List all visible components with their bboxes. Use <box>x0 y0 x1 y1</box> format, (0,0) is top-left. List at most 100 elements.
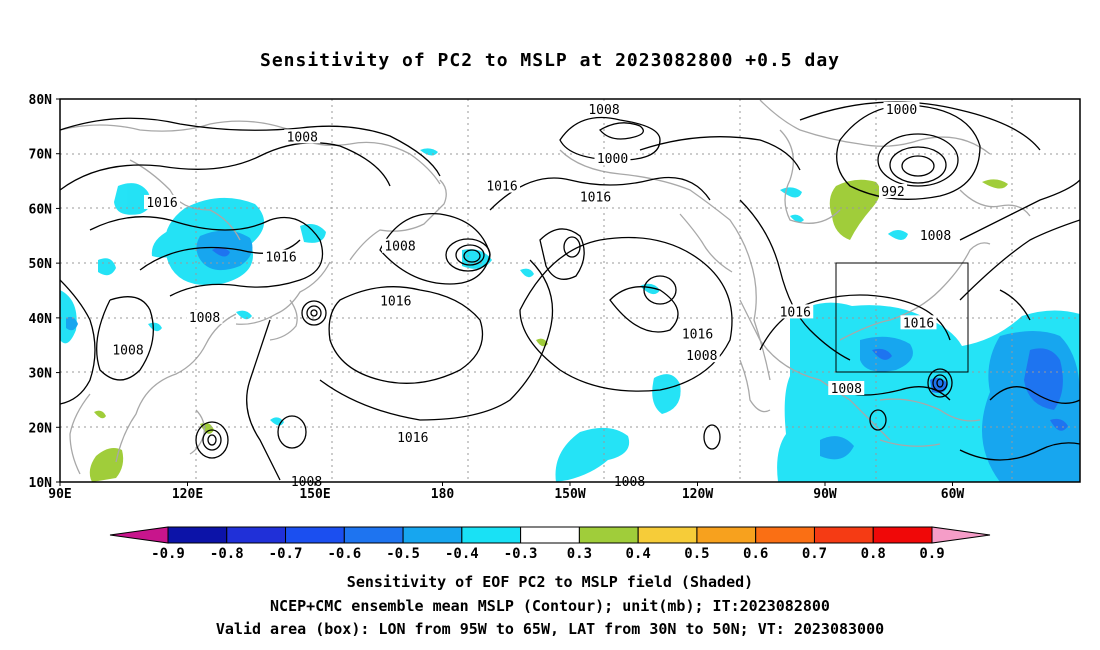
longitude-axis: 90E 120E 150E 180 150W 120W 90W 60W <box>48 482 964 502</box>
contour-label: 1016 <box>265 251 296 266</box>
caption-shaded: Sensitivity of EOF PC2 to MSLP field (Sh… <box>346 573 754 591</box>
lon-tick-label: 90W <box>813 487 837 502</box>
colorbar-label: 0.6 <box>743 546 768 560</box>
colorbar-swatch <box>343 526 404 544</box>
contour-label: 1016 <box>903 316 934 331</box>
colorbar-label: 0.5 <box>684 546 709 560</box>
colorbar: -0.9 -0.8 -0.7 -0.6 -0.5 -0.4 -0.3 0.3 0.4 0.5 0.6… <box>109 526 991 560</box>
colorbar-swatch <box>637 526 698 544</box>
contour-labels: 1008 1008 1000 1016 1016 1016 1008 1016 1016 1008… <box>110 101 954 490</box>
contour-label: 1008 <box>831 382 862 397</box>
colorbar-swatch <box>872 526 933 544</box>
colorbar-swatch <box>696 526 757 544</box>
contour-label-bg <box>883 101 920 116</box>
lat-tick-label: 10N <box>29 476 53 491</box>
contour-label-bg <box>284 129 321 144</box>
lon-tick-label: 120W <box>682 487 713 502</box>
colorbar-label: -0.4 <box>445 546 479 560</box>
colorbar-label: -0.5 <box>386 546 420 560</box>
colorbar-label: 0.9 <box>919 546 944 560</box>
lon-tick-label: 120E <box>172 487 203 502</box>
lat-tick-label: 40N <box>29 312 53 327</box>
contour-label: 1008 <box>189 311 220 326</box>
colorbar-low-extend <box>109 526 169 544</box>
contour-label-bg <box>594 151 631 166</box>
contour-label-bg <box>377 293 414 308</box>
contour-label: 1008 <box>112 344 143 359</box>
lon-tick-label: 150W <box>554 487 585 502</box>
colorbar-label: -0.3 <box>504 546 538 560</box>
colorbar-swatch <box>402 526 463 544</box>
contour-label: 1016 <box>682 327 713 342</box>
contour-label-bg <box>900 315 937 330</box>
colorbar-swatch <box>520 526 580 544</box>
contour-label: 1008 <box>384 240 415 255</box>
sensitivity-shading <box>60 148 1080 482</box>
lat-tick-label: 30N <box>29 367 53 382</box>
colorbar-swatch <box>578 526 639 544</box>
colorbar-swatch <box>813 526 874 544</box>
mslp-contours <box>60 101 1080 481</box>
contour-label-bg <box>586 101 622 116</box>
contour-label-bg <box>484 178 520 193</box>
contour-label-bg <box>577 189 614 204</box>
contour-label: 992 <box>881 185 904 200</box>
lon-tick-label: 60W <box>941 487 965 502</box>
contour-label-bg <box>382 238 418 253</box>
colorbar-label: -0.8 <box>210 546 244 560</box>
contour-label: 1008 <box>588 103 619 118</box>
lat-tick-label: 50N <box>29 257 53 272</box>
lat-tick-label: 20N <box>29 421 53 436</box>
colorbar-label: -0.6 <box>327 546 361 560</box>
contour-label: 1008 <box>287 130 318 145</box>
contour-label-bg <box>144 194 180 209</box>
contour-label: 1000 <box>597 152 628 167</box>
colorbar-label: 0.4 <box>626 546 651 560</box>
lat-tick-label: 70N <box>29 148 53 163</box>
colorbar-swatch <box>226 526 287 544</box>
contour-label: 1016 <box>380 294 411 309</box>
contour-label: 1008 <box>686 349 717 364</box>
colorbar-swatch <box>461 526 522 544</box>
colorbar-high-extend <box>931 526 991 544</box>
colorbar-label: -0.9 <box>151 546 185 560</box>
colorbar-swatch <box>285 526 345 544</box>
contour-label-bg <box>679 326 716 341</box>
contour-label-bg <box>263 249 299 264</box>
colorbar-label: 0.7 <box>802 546 827 560</box>
colorbar-swatch <box>167 526 228 544</box>
lat-tick-label: 80N <box>29 93 53 108</box>
contour-label: 1016 <box>486 180 517 195</box>
contour-label-bg <box>683 348 720 363</box>
latitude-axis: 80N 70N 60N 50N 40N 30N 20N 10N <box>29 93 60 491</box>
caption-contour: NCEP+CMC ensemble mean MSLP (Contour); u… <box>270 597 830 615</box>
colorbar-label: -0.7 <box>269 546 303 560</box>
contour-label-bg <box>394 430 431 445</box>
contour-label-bg <box>611 474 648 488</box>
caption-valid-area: Valid area (box): LON from 95W to 65W, L… <box>215 620 885 638</box>
lon-tick-label: 150E <box>299 487 330 502</box>
map-panel: 1008 1008 1000 1016 1016 1016 1008 1016 1016 1008… <box>29 93 1081 560</box>
contour-label: 1016 <box>780 305 811 320</box>
colorbar-label: 0.8 <box>861 546 886 560</box>
contour-label: 1016 <box>397 431 428 446</box>
lat-tick-label: 60N <box>29 202 53 217</box>
contour-label-bg <box>777 304 814 319</box>
contour-label: 1000 <box>886 103 917 118</box>
contour-label: 1016 <box>580 190 611 205</box>
contour-label-bg <box>879 184 907 199</box>
lon-tick-label: 180 <box>431 487 455 502</box>
contour-label-bg <box>110 342 146 357</box>
contour-label-bg <box>917 227 954 242</box>
contour-label: 1008 <box>920 229 951 244</box>
lon-tick-label: 90E <box>48 487 71 502</box>
colorbar-swatch <box>755 526 815 544</box>
colorbar-label: 0.3 <box>567 546 592 560</box>
figure-title: Sensitivity of PC2 to MSLP at 2023082800… <box>259 50 840 71</box>
contour-label-bg <box>828 380 865 395</box>
contour-label-bg <box>186 309 223 324</box>
contour-label: 1016 <box>146 196 177 211</box>
grid-lines <box>60 99 1080 482</box>
valid-area-box <box>835 262 969 373</box>
